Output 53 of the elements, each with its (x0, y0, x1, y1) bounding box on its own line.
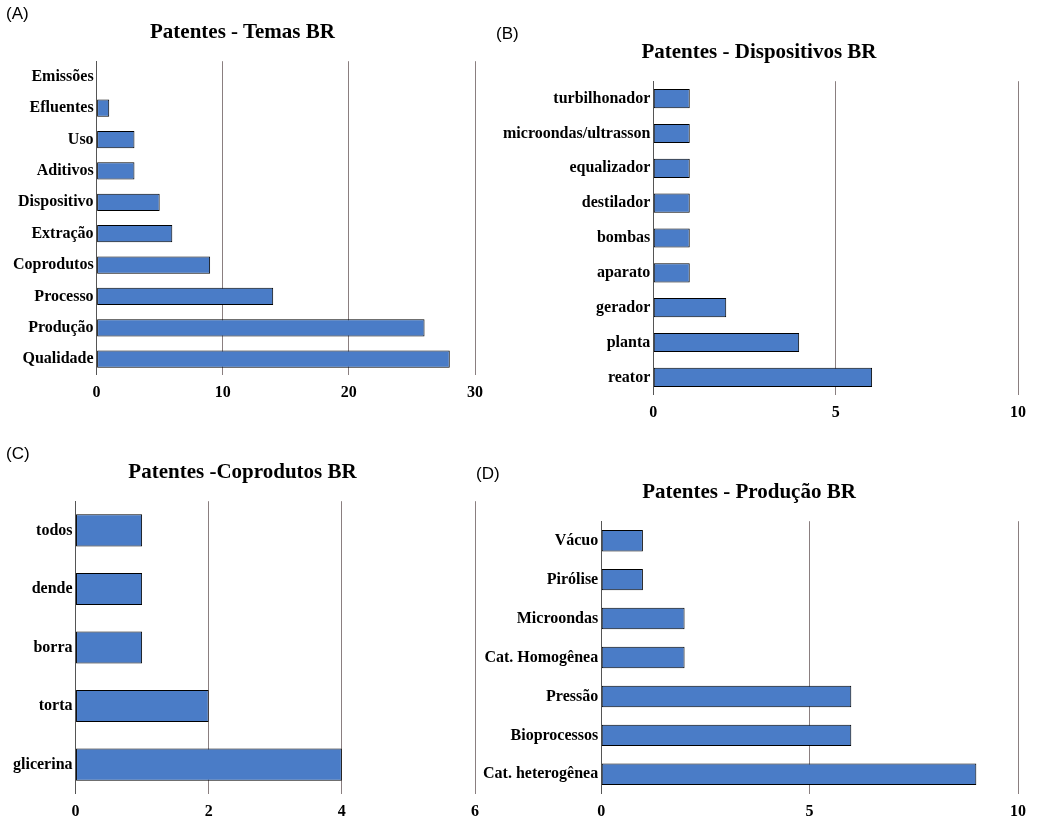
y-tick-label: dende (31, 579, 73, 597)
x-tick-label: 0 (597, 801, 606, 819)
x-tick-label: 0 (71, 801, 80, 819)
text: (C) (6, 444, 30, 464)
text: (D) (476, 464, 500, 484)
y-tick-label: Coprodutos (12, 255, 94, 274)
y-tick-label: Cat. heterogênea (482, 764, 599, 783)
y-tick-label: todos (36, 520, 73, 538)
x-tick-label: 0 (92, 382, 101, 400)
y-tick-label: Emissões (31, 67, 94, 85)
x-tick-label: 10 (214, 382, 231, 400)
y-tick-label: torta (38, 696, 73, 714)
y-tick-label: Qualidade (22, 349, 94, 367)
y-tick-label: reator (607, 367, 651, 385)
chart-title: Patentes -Coprodutos BR (128, 459, 358, 484)
y-tick-label: microondas/ultrasson (503, 123, 651, 141)
y-tick-label: Aditivos (36, 161, 94, 179)
y-tick-label: gerador (596, 297, 651, 316)
y-tick-label: equalizador (569, 158, 651, 177)
y-tick-label: Efluentes (29, 98, 94, 116)
y-tick-label: Cat. Homogênea (484, 647, 599, 666)
x-tick-label: 5 (831, 402, 840, 420)
y-tick-label: Pirólise (546, 569, 599, 587)
text: (B) (496, 24, 519, 44)
x-tick-label: 10 (1010, 402, 1026, 420)
x-tick-label: 10 (1010, 801, 1026, 819)
x-tick-label: 30 (467, 382, 483, 400)
y-tick-label: aparato (596, 262, 651, 281)
y-tick-label: destilador (581, 193, 651, 211)
x-tick-label: 20 (340, 382, 357, 400)
chart-title: Patentes - Temas BR (150, 19, 336, 44)
x-tick-label: 0 (649, 402, 658, 420)
y-tick-label: bombas (596, 228, 651, 246)
chart-title: Patentes - Produção BR (642, 479, 857, 504)
y-tick-label: Uso (67, 129, 94, 147)
y-tick-label: Produção (28, 317, 94, 336)
y-tick-label: Processo (34, 286, 94, 304)
x-tick-label: 2 (204, 801, 213, 819)
y-tick-label: glicerina (12, 754, 73, 773)
chart-title: Patentes - Dispositivos BR (641, 39, 878, 64)
y-tick-label: planta (606, 332, 651, 351)
y-tick-label: Bioprocessos (510, 725, 599, 744)
x-tick-label: 6 (471, 801, 479, 819)
y-tick-label: Pressão (546, 686, 599, 704)
y-tick-label: turbilhonador (553, 88, 651, 106)
y-tick-label: Extração (31, 223, 94, 242)
y-tick-label: Dispositivo (18, 192, 94, 211)
y-tick-label: borra (33, 637, 73, 655)
x-tick-label: 4 (337, 801, 346, 819)
y-tick-label: Vácuo (554, 530, 599, 548)
x-tick-label: 5 (805, 801, 814, 819)
y-tick-label: Microondas (516, 608, 599, 626)
text: (A) (6, 4, 29, 24)
